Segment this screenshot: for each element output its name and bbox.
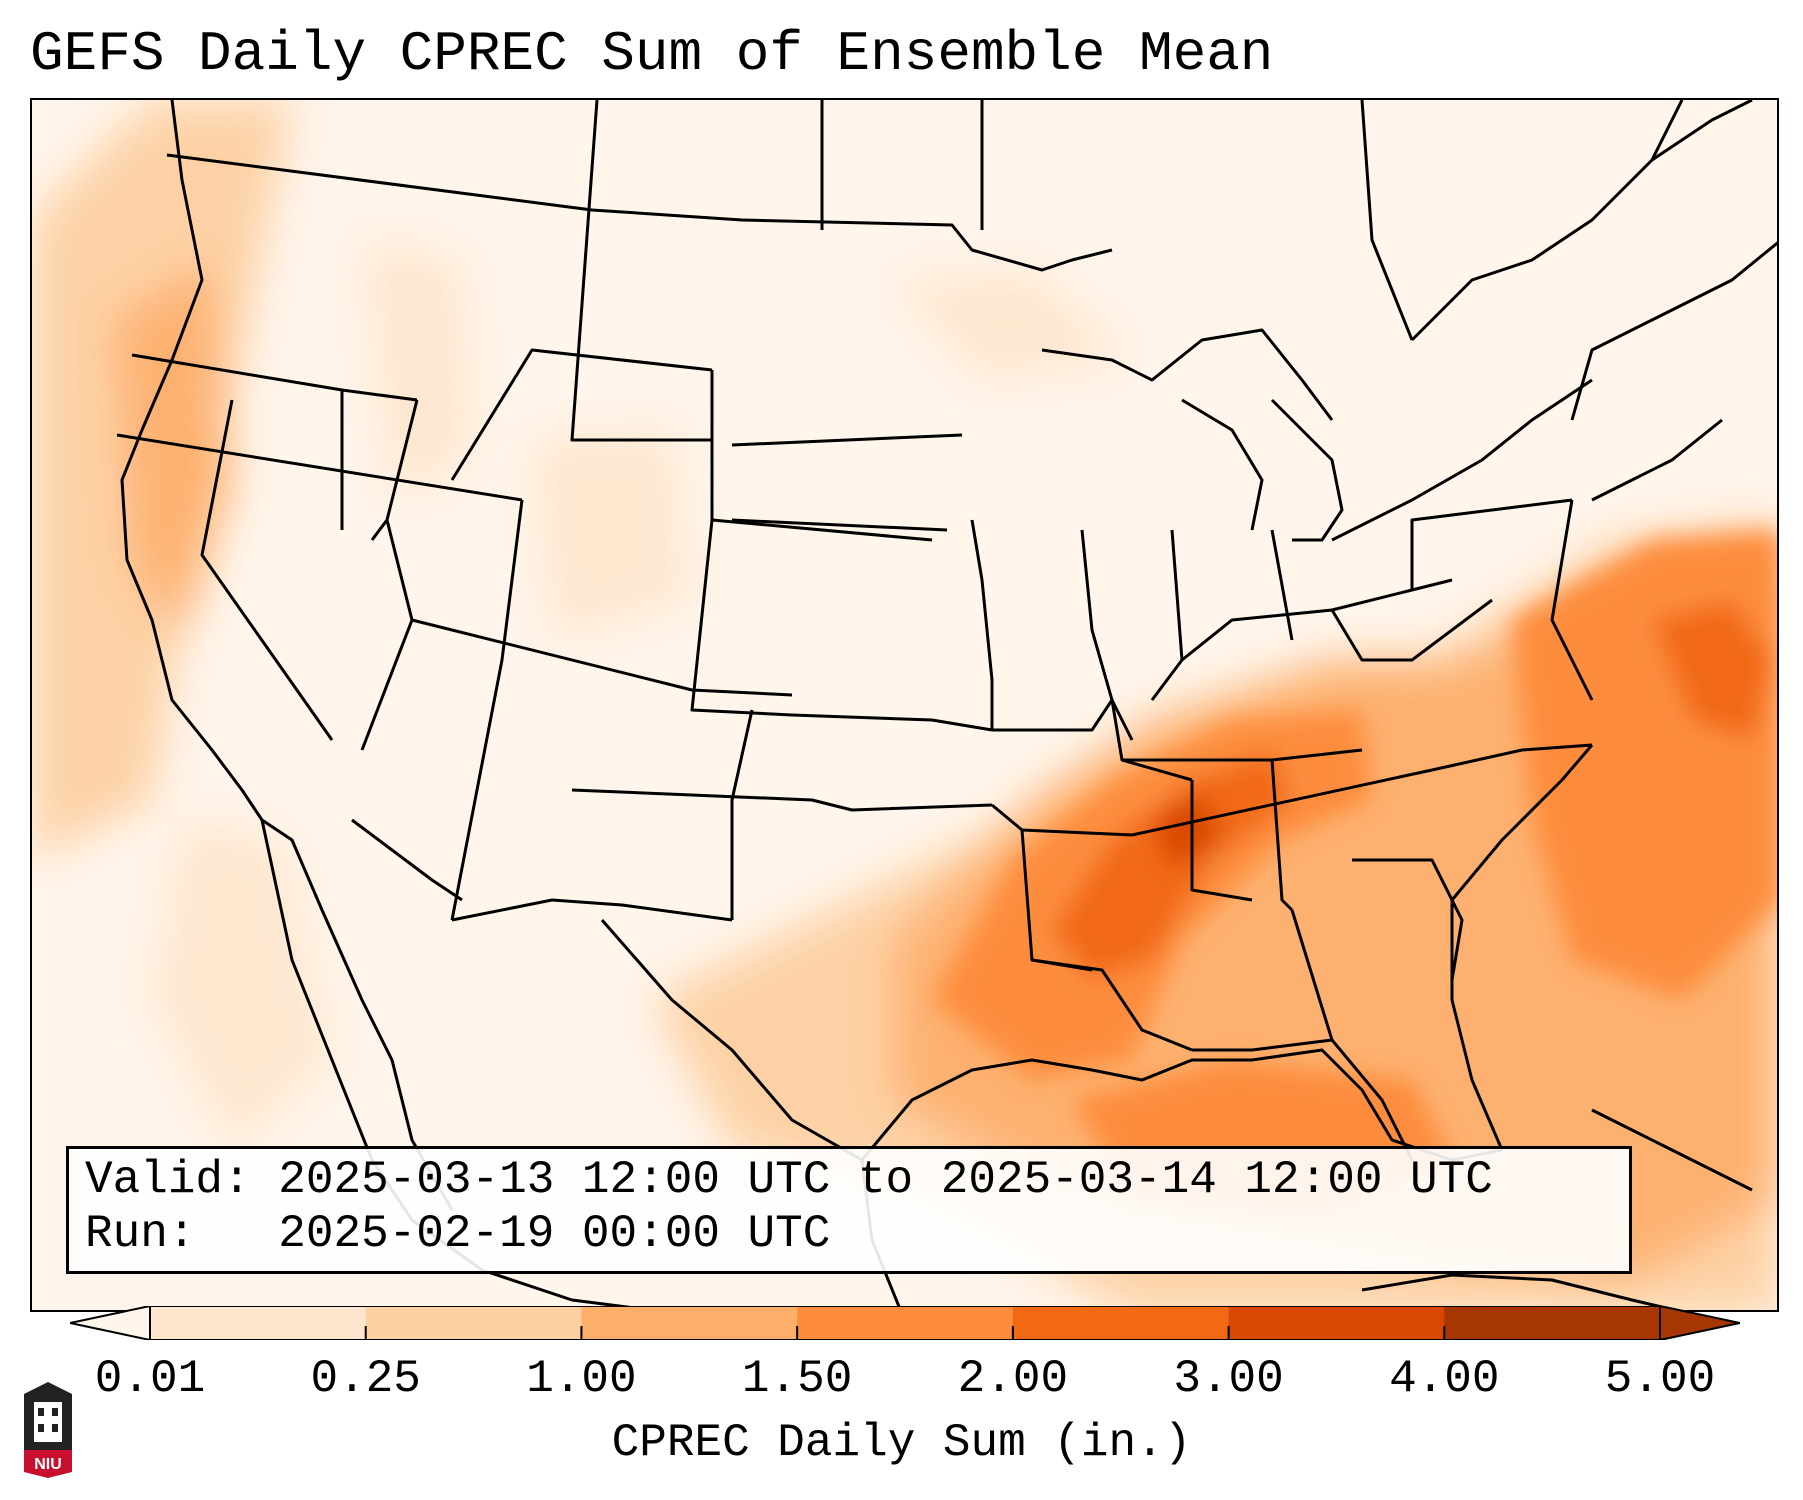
colorbar-segment xyxy=(1012,1306,1230,1340)
colorbar-extend-low xyxy=(70,1306,151,1340)
precip-field xyxy=(32,100,1777,1310)
colorbar-tick-label: 2.00 xyxy=(957,1353,1069,1405)
colorbar-segment xyxy=(1228,1306,1445,1340)
svg-text:NIU: NIU xyxy=(34,1456,62,1473)
valid-label: Valid: xyxy=(85,1154,251,1206)
colorbar-segment xyxy=(581,1306,798,1340)
precip-map xyxy=(30,98,1779,1312)
map-title: GEFS Daily CPREC Sum of Ensemble Mean xyxy=(30,22,1274,86)
colorbar-segment xyxy=(797,1306,1014,1340)
colorbar-tick-label: 1.00 xyxy=(526,1353,637,1405)
valid-run-box: Valid: 2025-03-13 12:00 UTC to 2025-03-1… xyxy=(66,1146,1632,1274)
colorbar-tick-label: 3.00 xyxy=(1173,1353,1284,1405)
run-label: Run: xyxy=(85,1208,196,1260)
colorbar-tick-label: 0.25 xyxy=(310,1353,421,1405)
colorbar-label: CPREC Daily Sum (in.) xyxy=(611,1417,1192,1469)
colorbar-segment xyxy=(365,1306,582,1340)
colorbar-tick-label: 4.00 xyxy=(1389,1353,1500,1405)
niu-logo: NIU xyxy=(24,1382,72,1478)
colorbar-tick-label: 5.00 xyxy=(1604,1353,1716,1405)
colorbar-segment xyxy=(1444,1306,1661,1340)
valid-value: 2025-03-13 12:00 UTC to 2025-03-14 12:00… xyxy=(278,1154,1493,1206)
colorbar-extend-high xyxy=(1659,1306,1740,1340)
colorbar-tick-label: 0.01 xyxy=(94,1353,206,1405)
colorbar xyxy=(70,1306,1740,1340)
run-value: 2025-02-19 00:00 UTC xyxy=(278,1208,831,1260)
colorbar-tick-label: 1.50 xyxy=(741,1353,853,1405)
boundaries xyxy=(116,100,1777,1310)
colorbar-segment xyxy=(150,1306,367,1340)
